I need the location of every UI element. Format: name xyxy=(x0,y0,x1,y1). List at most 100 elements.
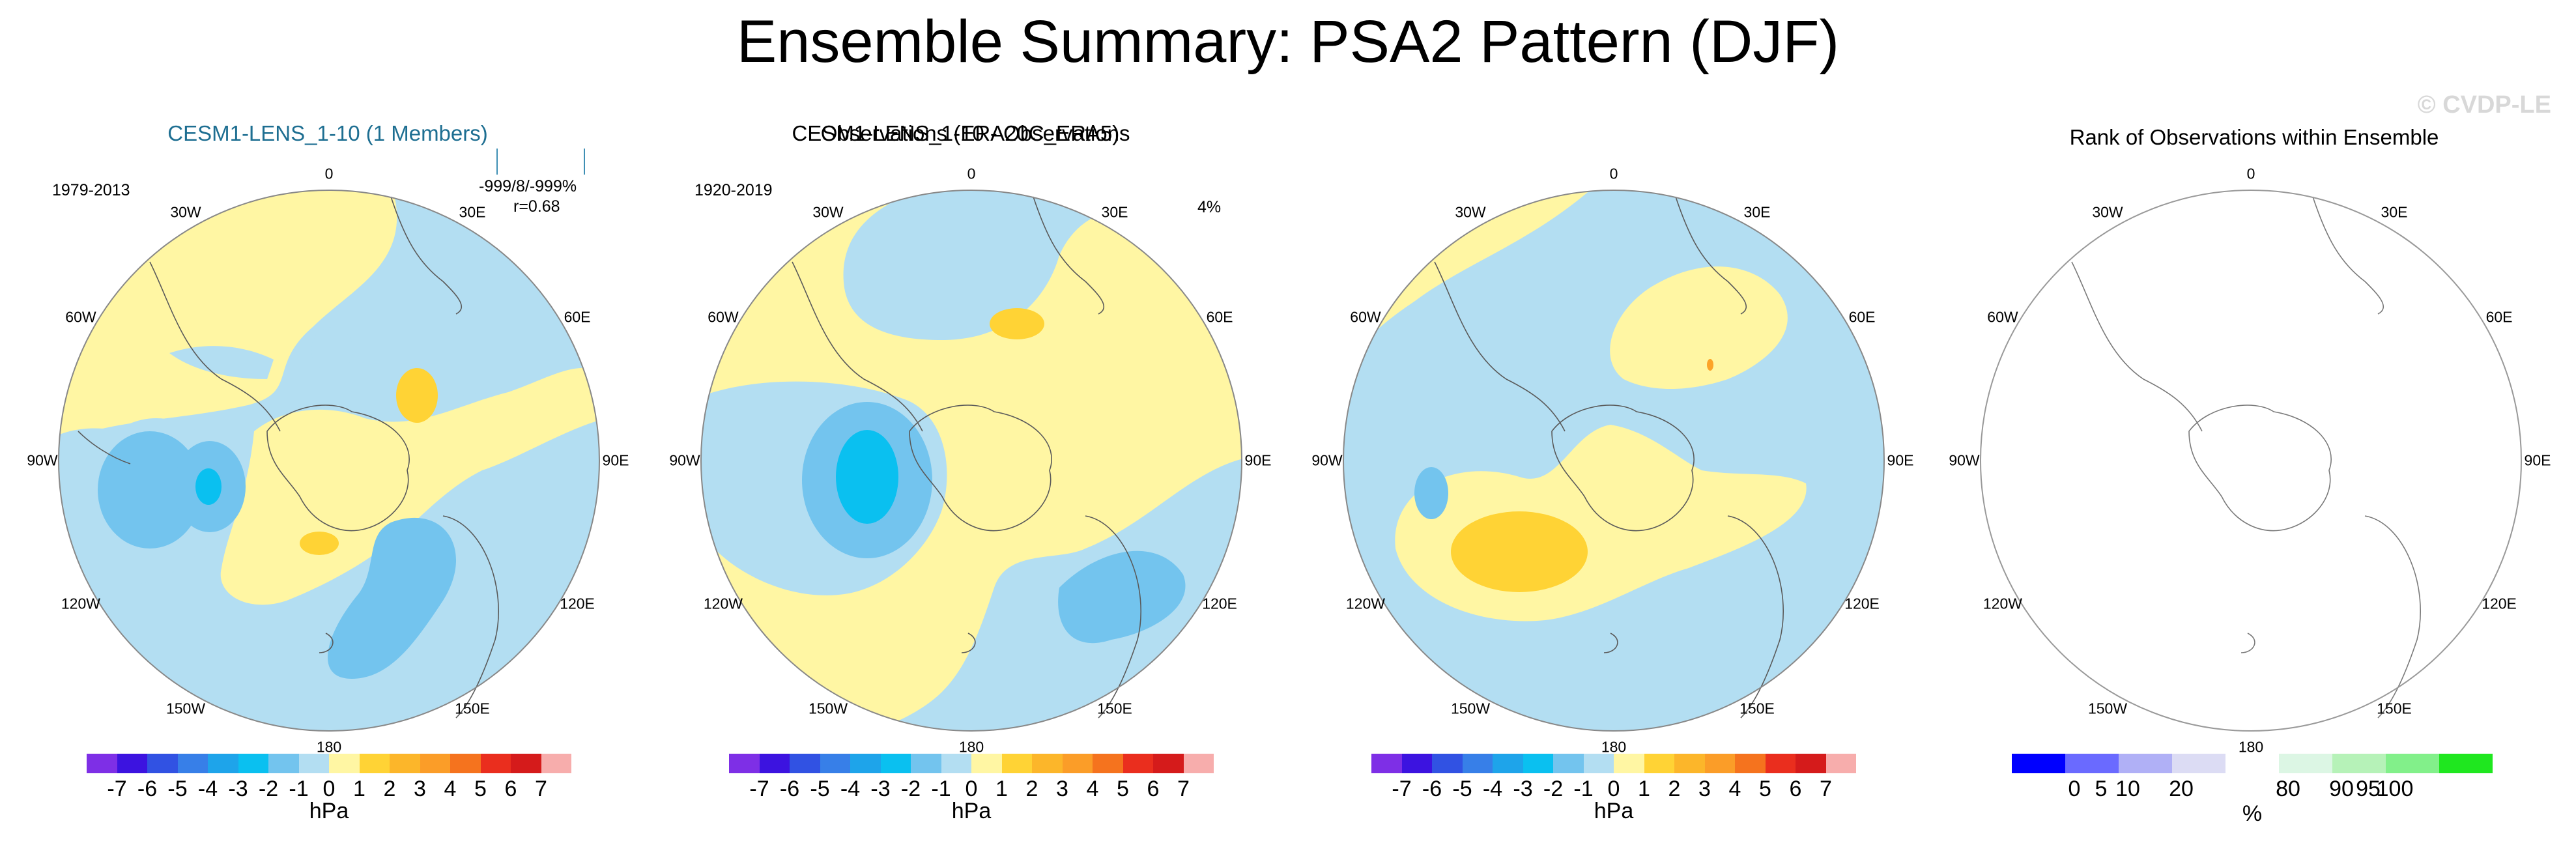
colorbar-tick-label: -1 xyxy=(289,777,309,801)
colorbar-tick-label: 6 xyxy=(504,777,517,801)
figure-title: Ensemble Summary: PSA2 Pattern (DJF) xyxy=(736,8,1840,75)
colorbar-box xyxy=(117,754,147,773)
colorbar-box xyxy=(1371,754,1402,773)
longitude-label: 0 xyxy=(324,165,334,182)
colorbar-tick-label: 4 xyxy=(1086,777,1099,801)
colorbar-tick-label: -2 xyxy=(1543,777,1564,801)
colorbar-box xyxy=(759,754,790,773)
rank-colorbar-box xyxy=(2439,754,2493,773)
rank-colorbar xyxy=(2012,754,2493,773)
rank-colorbar-box xyxy=(2225,754,2279,773)
rank-colorbar-tick-label: 100 xyxy=(2376,777,2414,801)
longitude-label: 60W xyxy=(708,308,739,326)
colorbar-box xyxy=(238,754,268,773)
panel-4-title: Rank of Observations within Ensemble xyxy=(2069,125,2439,149)
colorbar-tick-label: -4 xyxy=(197,777,218,801)
rank-colorbar-box xyxy=(2119,754,2172,773)
longitude-label: 150W xyxy=(1450,700,1491,717)
colorbar-units: hPa xyxy=(309,799,349,823)
colorbar xyxy=(87,754,571,773)
colorbar-box xyxy=(1432,754,1463,773)
longitude-label: 120W xyxy=(703,595,743,612)
colorbar-box xyxy=(1032,754,1063,773)
colorbar-units: hPa xyxy=(951,799,992,823)
colorbar-tick-label: 7 xyxy=(1177,777,1190,801)
colorbar-box xyxy=(1614,754,1644,773)
colorbar-box xyxy=(1523,754,1553,773)
colorbar xyxy=(1371,754,1856,773)
rank-colorbar-tick-label: 95 xyxy=(2356,777,2381,801)
colorbar-box xyxy=(1153,754,1184,773)
colorbar-tick-label: -6 xyxy=(137,777,158,801)
colorbar-tick-label: 7 xyxy=(1820,777,1832,801)
colorbar-box xyxy=(480,754,511,773)
longitude-label: 30E xyxy=(1101,203,1128,221)
colorbar-tick-label: 6 xyxy=(1789,777,1802,801)
colorbar-tick-label: 3 xyxy=(1056,777,1068,801)
longitude-label: 120W xyxy=(61,595,100,612)
longitude-label: 60E xyxy=(564,308,591,326)
colorbar-box xyxy=(390,754,420,773)
longitude-label: 30W xyxy=(170,203,201,221)
longitude-label: 150E xyxy=(455,700,490,717)
rank-colorbar-box xyxy=(2279,754,2332,773)
colorbar-box xyxy=(420,754,450,773)
colorbar-tick-label: 4 xyxy=(1728,777,1741,801)
longitude-label: 120E xyxy=(1844,595,1880,612)
rank-colorbar-tick-label: 80 xyxy=(2276,777,2300,801)
colorbar-tick-label: 1 xyxy=(353,777,365,801)
colorbar-box xyxy=(1765,754,1796,773)
colorbar-box xyxy=(268,754,299,773)
rank-colorbar-box xyxy=(2172,754,2225,773)
longitude-label: 150E xyxy=(2377,700,2412,717)
colorbar-tick-label: -2 xyxy=(258,777,279,801)
colorbar-tick-label: 2 xyxy=(383,777,396,801)
longitude-label: 90E xyxy=(1887,451,1914,469)
colorbar-tick-label: -1 xyxy=(1573,777,1594,801)
longitude-label: 180 xyxy=(2238,738,2264,756)
watermark: © CVDP-LE xyxy=(2417,91,2551,119)
colorbar-box xyxy=(208,754,238,773)
colorbar-tick-label: 5 xyxy=(474,777,487,801)
longitude-label: 120W xyxy=(1982,595,2022,612)
longitude-label: 30E xyxy=(1743,203,1771,221)
panel-1-period: 1979-2013 xyxy=(52,181,130,199)
colorbar-tick-label: 5 xyxy=(1759,777,1771,801)
colorbar-tick-label: -6 xyxy=(1422,777,1442,801)
longitude-label: 120E xyxy=(2482,595,2517,612)
colorbar-tick-label: -5 xyxy=(1452,777,1472,801)
longitude-label: 150E xyxy=(1097,700,1132,717)
colorbar-box xyxy=(450,754,481,773)
longitude-label: 90W xyxy=(669,451,700,469)
colorbar-box xyxy=(1553,754,1584,773)
rank-colorbar-box xyxy=(2065,754,2119,773)
longitude-label: 60E xyxy=(1848,308,1876,326)
rank-colorbar-tick-label: 20 xyxy=(2169,777,2194,801)
colorbar-box xyxy=(729,754,760,773)
colorbar-box xyxy=(1735,754,1766,773)
colorbar-box xyxy=(790,754,820,773)
colorbar-box xyxy=(1401,754,1432,773)
colorbar-box xyxy=(820,754,850,773)
longitude-label: 0 xyxy=(1609,165,1618,182)
longitude-label: 120E xyxy=(1202,595,1237,612)
colorbar xyxy=(729,754,1214,773)
longitude-label: 60E xyxy=(1206,308,1233,326)
longitude-label: 180 xyxy=(958,738,984,756)
colorbar-box xyxy=(1001,754,1032,773)
colorbar-tick-label: 2 xyxy=(1668,777,1681,801)
longitude-label: 90W xyxy=(1311,451,1343,469)
map-panel-4 xyxy=(1974,184,2528,737)
colorbar-tick-label: 0 xyxy=(322,777,336,801)
colorbar-box xyxy=(1183,754,1214,773)
longitude-label: 30E xyxy=(2381,203,2408,221)
colorbar-tick-label: -2 xyxy=(900,777,921,801)
longitude-label: 60W xyxy=(1987,308,2018,326)
colorbar-box xyxy=(1674,754,1705,773)
longitude-label: 90E xyxy=(1244,451,1272,469)
colorbar-box xyxy=(1583,754,1614,773)
colorbar-box xyxy=(298,754,329,773)
rank-colorbar-box xyxy=(2012,754,2065,773)
colorbar-box xyxy=(911,754,941,773)
longitude-label: 90W xyxy=(27,451,58,469)
